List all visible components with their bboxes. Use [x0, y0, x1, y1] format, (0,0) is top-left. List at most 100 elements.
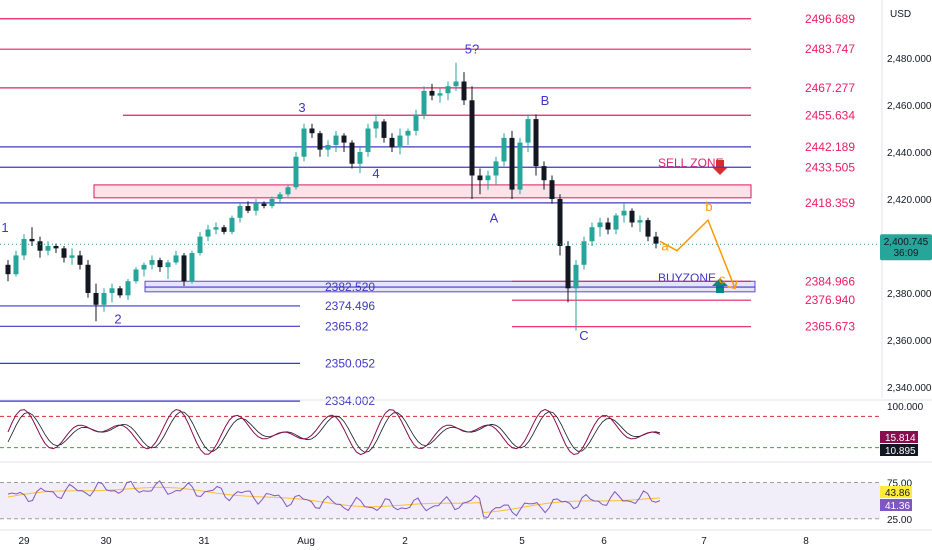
candle-body [173, 255, 179, 263]
candle-body [429, 90, 435, 96]
level-label-2334.002: 2334.002 [325, 394, 375, 408]
time-axis[interactable]: 29 30 31 Aug 2 5 6 7 8 [0, 529, 932, 547]
time-label-8: 8 [803, 536, 809, 547]
projection-label-a: a [661, 239, 669, 254]
rsi-label: 41.36 [885, 501, 910, 512]
candle-body [477, 175, 483, 181]
candle-body [485, 175, 491, 181]
candle-body [517, 142, 523, 190]
candle-body [21, 238, 27, 256]
candle-body [493, 161, 499, 176]
candle-body [445, 86, 451, 94]
candle-body [573, 264, 579, 289]
candle-body [653, 236, 659, 244]
currency-label: USD [890, 9, 911, 20]
candle-body [125, 281, 131, 296]
candle-body [405, 130, 411, 136]
candle-body [13, 255, 19, 275]
candle-body [277, 194, 283, 199]
candle-body [181, 255, 187, 282]
candle-body [549, 180, 555, 199]
level-label-2496.689: 2496.689 [805, 12, 855, 26]
wave-label-B: B [541, 93, 550, 108]
candle-body [341, 135, 347, 143]
candle-body [581, 241, 587, 265]
candle-body [381, 121, 387, 138]
level-label-2442.189: 2442.189 [805, 140, 855, 154]
candle-body [597, 222, 603, 228]
projection-path [659, 218, 736, 289]
candle-body [29, 238, 35, 242]
candle-body [541, 166, 547, 181]
sell-zone-label: SELL ZONE [658, 156, 724, 170]
level-label-2455.634: 2455.634 [805, 108, 855, 122]
candle-body [37, 241, 43, 251]
candle-body [109, 288, 115, 293]
candle-body [397, 135, 403, 148]
candle-body [61, 248, 67, 258]
time-label-31: 31 [198, 536, 210, 547]
time-label-7: 7 [701, 536, 707, 547]
rsi-axis-label: 25.00 [887, 515, 912, 526]
candle-body [301, 128, 307, 157]
candle-body [389, 137, 395, 148]
candle-body [421, 90, 427, 115]
countdown-label: 36:09 [893, 248, 918, 259]
price-axis[interactable]: USD 2,480.000 2,460.000 2,440.000 2,420.000 2… [880, 0, 932, 398]
candle-body [469, 100, 475, 176]
candle-body [501, 137, 507, 162]
level-label-2418.359: 2418.359 [805, 196, 855, 210]
level-label-2433.505: 2433.505 [805, 160, 855, 174]
candles-layer [5, 62, 659, 331]
candle-body [509, 137, 515, 190]
wave-label-5?: 5? [465, 41, 479, 56]
price-tick-label: 2,480.000 [887, 54, 932, 65]
level-label-2365.673: 2365.673 [805, 320, 855, 334]
current-price-label: 2,400.745 [884, 237, 929, 248]
price-tick-label: 2,340.000 [887, 383, 932, 394]
rsi-line [7, 480, 661, 519]
candle-body [213, 227, 219, 230]
price-levels-layer: 2496.689 2483.747 2467.277 2455.634 2442.189… [0, 12, 855, 408]
candle-body [453, 81, 459, 87]
price-tick-label: 2,360.000 [887, 336, 932, 347]
level-label-2350.052: 2350.052 [325, 356, 375, 370]
stoch-k-label: 15.814 [885, 433, 916, 444]
candle-body [605, 222, 611, 230]
candle-body [533, 119, 539, 167]
candle-body [229, 217, 235, 232]
candle-body [325, 144, 331, 150]
candle-body [629, 210, 635, 223]
candle-body [117, 288, 123, 296]
candle-body [245, 206, 251, 211]
candle-body [189, 253, 195, 282]
candle-body [645, 220, 651, 237]
candle-body [373, 121, 379, 129]
candle-body [349, 142, 355, 164]
projection-label-c: c [719, 272, 726, 287]
buy-arrow-icon [712, 278, 728, 293]
candle-body [317, 133, 323, 150]
rsi-axis-label: 75.00 [887, 479, 912, 490]
wave-label-3: 3 [298, 100, 305, 115]
candle-body [309, 128, 315, 134]
candle-body [565, 246, 571, 289]
zone-sell-zone [93, 184, 752, 199]
indicators-layer: 100.000 15.814 10.895 75.00 25.00 43.86 41.36 [0, 399, 932, 526]
wave-label-1: 1 [1, 220, 8, 235]
stoch-k-badge [880, 431, 918, 443]
level-label-2374.496: 2374.496 [325, 299, 375, 313]
wave-label-4: 4 [372, 166, 379, 181]
candle-body [77, 255, 83, 265]
time-label-30: 30 [100, 536, 112, 547]
stoch-d-label: 10.895 [885, 446, 916, 457]
candle-body [285, 187, 291, 195]
candle-body [461, 81, 467, 101]
candle-body [53, 246, 59, 249]
projection-arrow-icon [726, 280, 738, 290]
rsi-ma-label: 43.86 [885, 488, 910, 499]
candle-body [133, 269, 139, 282]
time-label-6: 6 [601, 536, 607, 547]
time-label-aug: Aug [297, 536, 315, 547]
